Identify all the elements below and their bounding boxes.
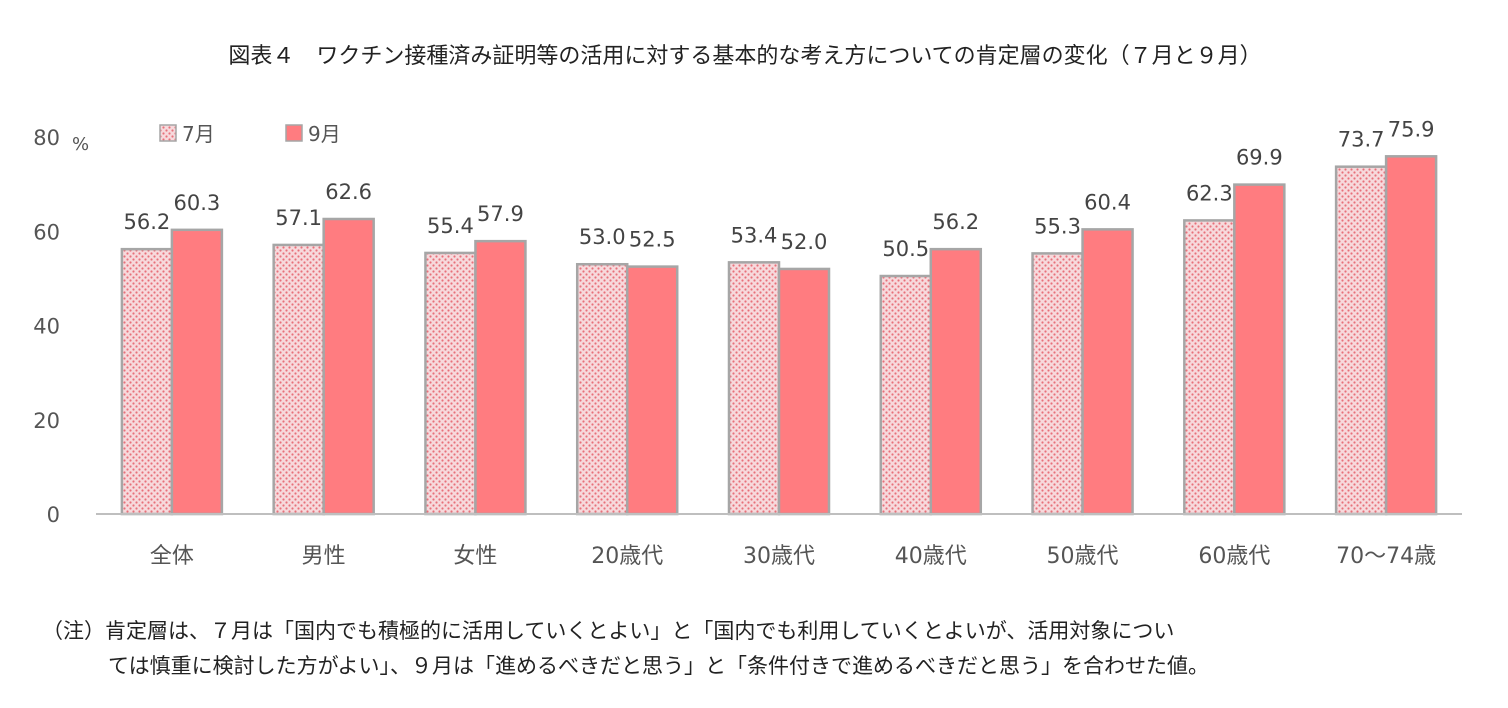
bars <box>120 155 1438 516</box>
data-label: 52.0 <box>781 230 828 254</box>
legend-swatch <box>159 124 177 142</box>
bar-7月-60歳代 <box>1183 219 1236 516</box>
data-label: 55.3 <box>1034 214 1081 238</box>
bar-7月-20歳代 <box>575 262 629 516</box>
data-label: 75.9 <box>1388 117 1435 141</box>
data-label: 52.5 <box>629 228 676 252</box>
bar-7月-男性 <box>272 243 325 516</box>
bar-9月-30歳代 <box>777 267 831 516</box>
bar-7月-50歳代 <box>1031 252 1084 516</box>
y-tick-label: 60 <box>33 220 60 244</box>
category-label: 全体 <box>150 544 194 569</box>
chart-title: 図表４ ワクチン接種済み証明等の活用に対する基本的な考え方についての肯定層の変化… <box>228 44 1262 69</box>
category-label: 女性 <box>453 544 497 569</box>
category-labels: 全体 男性 女性 20歳代 30歳代 40歳代 50歳代 60歳代 70～74歳 <box>150 544 1436 569</box>
category-label: 40歳代 <box>895 544 967 569</box>
data-label: 73.7 <box>1338 128 1385 152</box>
bar-9月-20歳代 <box>625 265 679 516</box>
data-label: 69.9 <box>1236 146 1283 170</box>
bar-7月-40歳代 <box>879 274 933 516</box>
bar-9月-女性 <box>474 239 527 516</box>
category-label: 60歳代 <box>1198 544 1270 569</box>
data-label: 57.1 <box>275 206 322 230</box>
data-label: 53.0 <box>579 225 626 249</box>
data-labels: 56.260.357.162.655.4 57.953.0 52.5 53.4 52.0… <box>124 117 1435 261</box>
bar-7月-女性 <box>424 251 477 516</box>
category-label: 70～74歳 <box>1336 544 1436 569</box>
category-label: 20歳代 <box>591 544 663 569</box>
bar-9月-40歳代 <box>929 247 983 516</box>
data-label: 55.4 <box>427 214 474 238</box>
legend: 7月 9月 <box>159 122 341 146</box>
data-label: 62.6 <box>325 180 372 204</box>
bar-7月-30歳代 <box>727 261 781 516</box>
bar-9月-全体 <box>170 228 224 516</box>
legend-label: 7月 <box>182 122 215 146</box>
legend-label: 9月 <box>308 122 341 146</box>
bar-9月-70～74歳 <box>1384 155 1438 516</box>
bar-9月-男性 <box>322 217 375 516</box>
data-label: 56.2 <box>124 210 171 234</box>
footnote-line-2: ては慎重に検討した方がよい」、９月は「進めるべきだと思う」と「条件付きで進めるべ… <box>108 654 1210 678</box>
category-label: 30歳代 <box>743 544 815 569</box>
data-label: 62.3 <box>1186 181 1233 205</box>
y-tick-label: 20 <box>33 409 60 433</box>
y-axis-ticks: 0 20 40 60 80 <box>33 126 60 527</box>
bar-7月-全体 <box>120 247 174 516</box>
y-tick-label: 40 <box>33 315 60 339</box>
data-label: 56.2 <box>932 210 979 234</box>
data-label: 50.5 <box>882 237 929 261</box>
footnote-line-1: （注）肯定層は、７月は「国内でも積極的に活用していくとよい」と「国内でも利用して… <box>42 619 1175 643</box>
y-tick-label: 0 <box>47 503 60 527</box>
bar-9月-50歳代 <box>1081 228 1134 516</box>
data-label: 60.4 <box>1084 190 1131 214</box>
data-label: 53.4 <box>731 223 778 247</box>
legend-swatch <box>285 124 303 142</box>
data-label: 60.3 <box>174 191 221 215</box>
bar-9月-60歳代 <box>1233 183 1286 516</box>
category-label: 男性 <box>302 544 346 569</box>
category-label: 50歳代 <box>1047 544 1119 569</box>
data-label: 57.9 <box>477 202 524 226</box>
bar-7月-70～74歳 <box>1334 165 1388 516</box>
y-tick-label: 80 <box>33 126 60 150</box>
y-unit-label: % <box>72 134 89 155</box>
